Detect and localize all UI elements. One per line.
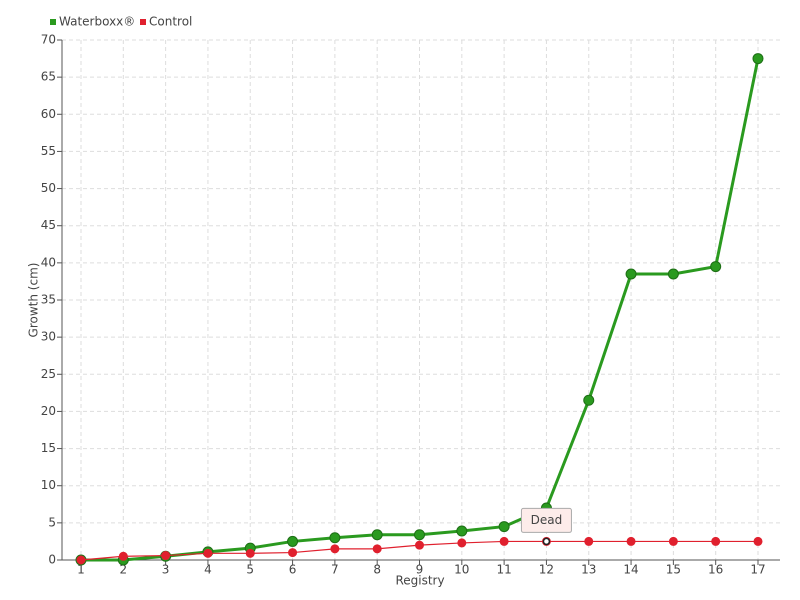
y-tick-label: 70 [41, 33, 56, 47]
x-tick-label: 16 [708, 563, 723, 577]
data-point [583, 394, 595, 406]
data-point [415, 540, 424, 550]
annotation-text: Dead [531, 513, 563, 527]
x-tick-label: 17 [750, 563, 765, 577]
annotation-box [520, 507, 572, 533]
data-point [499, 536, 509, 546]
data-point [288, 548, 298, 558]
data-point [330, 544, 340, 554]
annotation-target [542, 537, 551, 546]
y-tick-label: 40 [41, 255, 56, 269]
y-tick-label: 45 [41, 218, 56, 232]
y-tick-label: 5 [48, 515, 56, 529]
data-point [118, 551, 128, 561]
x-tick-label: 3 [162, 563, 170, 577]
y-tick-label: 35 [41, 293, 56, 307]
legend-label: Control [149, 15, 192, 29]
x-tick-label: 8 [373, 563, 381, 577]
x-tick-label: 15 [666, 563, 681, 577]
y-tick-label: 60 [41, 107, 56, 121]
data-point [456, 525, 468, 537]
x-tick-label: 12 [539, 563, 554, 577]
data-point [710, 261, 722, 273]
data-point [753, 536, 763, 546]
y-axis-label: Growth (cm) [27, 263, 41, 338]
y-tick-label: 15 [41, 441, 56, 455]
data-point [371, 529, 383, 541]
x-tick-label: 7 [331, 563, 339, 577]
data-point [626, 536, 636, 546]
x-tick-label: 6 [289, 563, 297, 577]
y-tick-label: 20 [41, 404, 56, 418]
data-point [76, 555, 86, 565]
x-tick-label: 4 [204, 563, 212, 577]
data-point [625, 268, 637, 280]
data-point [287, 535, 299, 547]
data-point [667, 268, 679, 280]
data-point [498, 521, 510, 533]
data-point [414, 529, 425, 541]
x-tick-label: 11 [496, 563, 511, 577]
data-point [203, 548, 213, 558]
legend-swatch [50, 19, 56, 25]
x-tick-label: 9 [416, 563, 424, 577]
data-point [329, 532, 341, 544]
data-point [711, 536, 721, 546]
data-point [161, 551, 171, 561]
x-tick-label: 14 [623, 563, 638, 577]
y-tick-label: 10 [41, 478, 56, 492]
x-tick-label: 1 [77, 563, 85, 577]
legend-label: Waterboxx® [59, 15, 135, 29]
data-point [752, 53, 764, 65]
x-axis-label: Registry [395, 574, 444, 588]
data-point [245, 548, 255, 558]
y-tick-label: 0 [48, 553, 56, 567]
data-point [372, 544, 382, 554]
y-tick-label: 50 [41, 181, 56, 195]
data-point [668, 536, 678, 546]
y-tick-label: 25 [41, 367, 56, 381]
data-point [584, 536, 594, 546]
x-tick-label: 2 [119, 563, 127, 577]
y-tick-label: 65 [41, 70, 56, 84]
y-tick-label: 30 [41, 330, 56, 344]
y-tick-label: 55 [41, 144, 56, 158]
x-tick-label: 10 [454, 563, 469, 577]
data-point [457, 538, 467, 548]
legend-swatch [140, 19, 146, 25]
x-tick-label: 5 [246, 563, 254, 577]
x-tick-label: 13 [581, 563, 596, 577]
